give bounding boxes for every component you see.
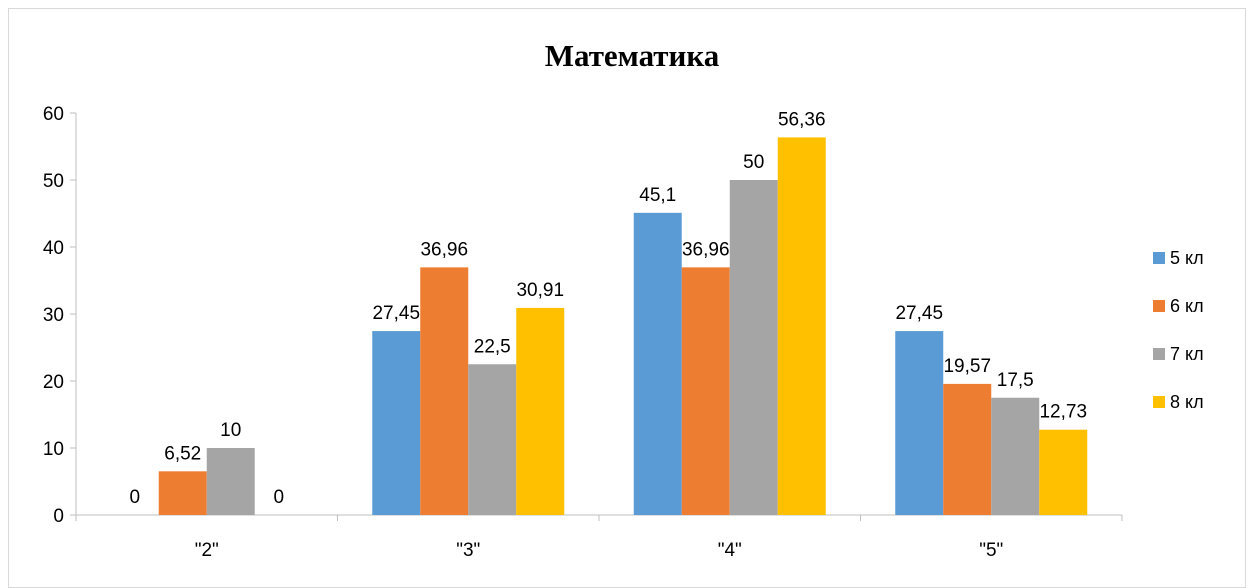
bar (158, 471, 207, 515)
bar (943, 383, 992, 515)
legend-label: 6 кл (1170, 296, 1204, 316)
data-label: 45,1 (639, 185, 676, 206)
data-label: 19,57 (943, 356, 991, 377)
chart: Математика 0 10 20 30 40 50 60 "2" "3" "4" "5" 0 6,… (43, 38, 1204, 561)
data-label: 0 (273, 487, 284, 508)
data-label: 0 (129, 487, 140, 508)
data-label: 17,5 (997, 370, 1034, 391)
bar (729, 180, 778, 515)
legend-label: 7 кл (1170, 344, 1204, 364)
y-tick-label: 30 (43, 305, 64, 326)
y-tick-label: 60 (43, 104, 64, 125)
legend-label: 8 кл (1170, 392, 1204, 412)
x-tick-label: "4" (718, 540, 742, 561)
data-label: 27,45 (372, 303, 420, 324)
data-label: 30,91 (516, 280, 564, 301)
x-tick-label: "2" (195, 540, 219, 561)
data-label: 36,96 (420, 239, 468, 260)
bar (777, 137, 826, 515)
data-label: 27,45 (895, 303, 943, 324)
data-label: 50 (743, 152, 764, 173)
x-tick-label: "3" (456, 540, 480, 561)
bar (516, 307, 565, 515)
legend-swatch (1153, 252, 1165, 264)
legend-label: 5 кл (1170, 248, 1204, 268)
bar (372, 331, 421, 515)
y-tick-label: 40 (43, 238, 64, 259)
y-tick-label: 0 (53, 506, 64, 527)
legend-swatch (1153, 396, 1165, 408)
data-label: 10 (220, 420, 241, 441)
data-labels: 0 6,52 10 0 27,45 36,96 22,5 30,91 45,1 36,96 50 56… (129, 109, 1087, 508)
bar (681, 267, 730, 515)
bar (633, 212, 682, 515)
bars (158, 137, 1088, 515)
bar (206, 448, 255, 515)
y-tick-label: 20 (43, 372, 64, 393)
bar (468, 364, 517, 515)
legend-swatch (1153, 300, 1165, 312)
bar (895, 331, 944, 515)
data-label: 22,5 (474, 336, 511, 357)
chart-title: Математика (545, 38, 720, 73)
data-label: 56,36 (778, 109, 826, 130)
legend-swatch (1153, 348, 1165, 360)
data-label: 6,52 (164, 443, 201, 464)
data-label: 36,96 (682, 239, 730, 260)
bar (420, 267, 469, 515)
y-tick-label: 50 (43, 171, 64, 192)
data-label: 12,73 (1039, 402, 1087, 423)
y-tick-label: 10 (43, 439, 64, 460)
bar (1039, 429, 1088, 515)
bar (991, 397, 1040, 515)
x-tick-label: "5" (979, 540, 1003, 561)
legend: 5 кл 6 кл 7 кл 8 кл (1153, 248, 1204, 412)
